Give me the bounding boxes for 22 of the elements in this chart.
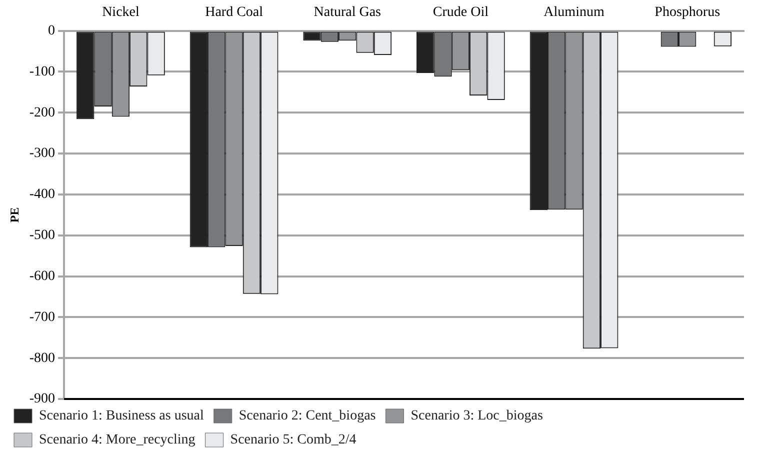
x-tick-label: Natural Gas bbox=[314, 5, 381, 20]
y-tick-label: -900 bbox=[29, 392, 56, 407]
y-tick-label: -600 bbox=[29, 268, 56, 284]
legend-label: Scenario 5: Comb_2/4 bbox=[230, 432, 356, 448]
y-tick-label: -300 bbox=[29, 146, 56, 162]
legend-label: Scenario 3: Loc_biogas bbox=[410, 408, 543, 424]
x-tick-label: Nickel bbox=[102, 5, 140, 20]
y-axis-title: PE bbox=[7, 207, 22, 223]
y-tick-label: 0 bbox=[48, 23, 56, 38]
x-tick-label: Phosphorus bbox=[654, 5, 720, 20]
x-tick-label: Crude Oil bbox=[432, 5, 489, 20]
y-tick-label: -200 bbox=[29, 105, 56, 120]
y-tick-label: -500 bbox=[29, 228, 56, 244]
legend-label: Scenario 2: Cent_biogas bbox=[238, 408, 376, 424]
y-tick-label: -100 bbox=[29, 64, 56, 80]
y-tick-label: -400 bbox=[29, 187, 56, 202]
x-tick-label: Hard Coal bbox=[205, 5, 264, 20]
x-tick-label: Aluminum bbox=[544, 5, 604, 20]
y-tick-label: -700 bbox=[29, 310, 56, 325]
y-tick-label: -800 bbox=[29, 350, 56, 366]
legend-label: Scenario 4: More_recycling bbox=[39, 432, 196, 448]
legend-label: Scenario 1: Business as usual bbox=[39, 408, 204, 424]
